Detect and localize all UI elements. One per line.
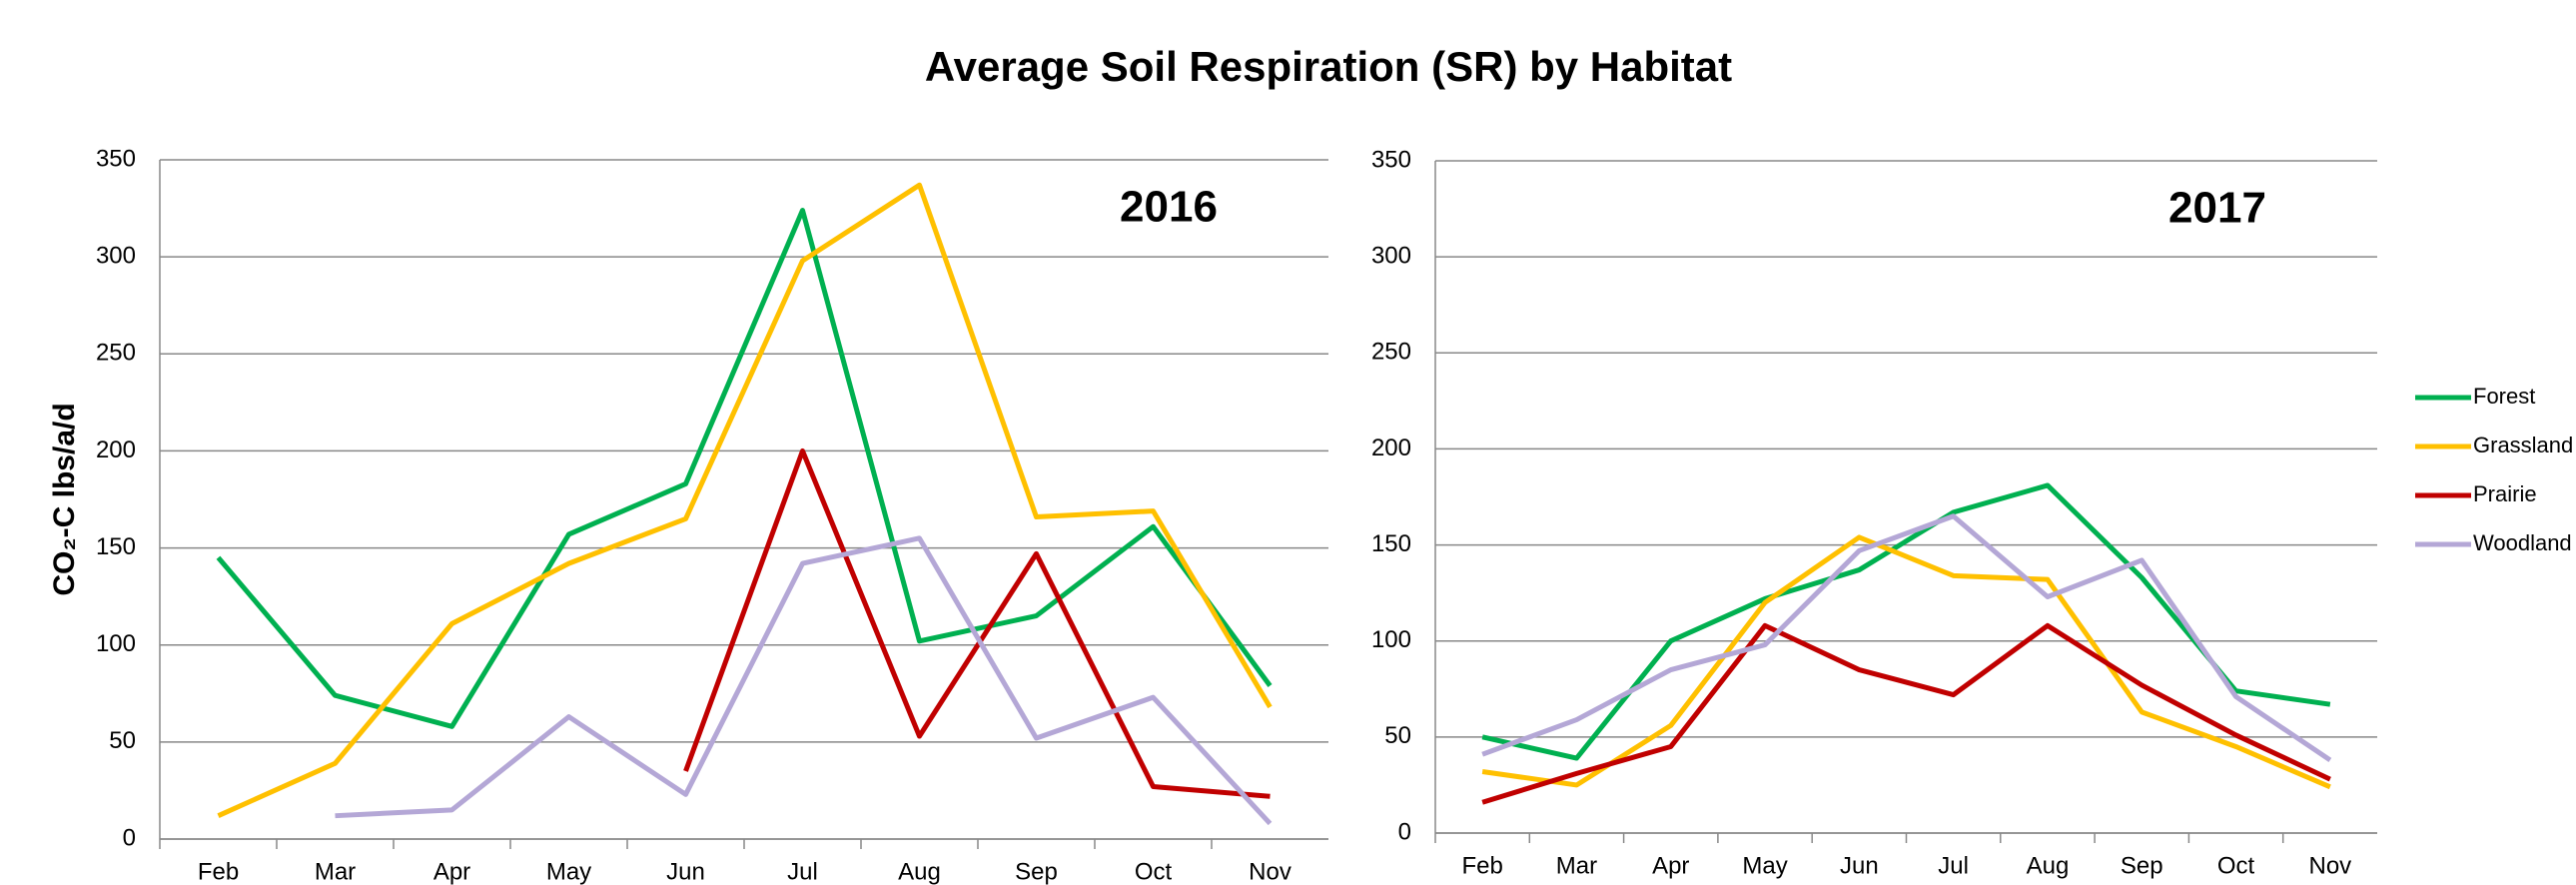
- y-tick-label: 200: [96, 437, 136, 463]
- x-tick-label: Mar: [315, 858, 356, 885]
- y-tick-label: 300: [1371, 242, 1411, 269]
- y-tick-label: 150: [1371, 530, 1411, 557]
- y-tick-label: 50: [1384, 722, 1411, 749]
- x-tick-label: Oct: [2217, 852, 2255, 879]
- x-tick-label: Jun: [666, 858, 705, 885]
- x-tick-label: Sep: [2121, 852, 2163, 879]
- y-tick-label: 0: [123, 824, 136, 851]
- line-series: [217, 182, 1273, 818]
- x-tick-label: Mar: [1556, 852, 1597, 879]
- x-tick-label: May: [546, 858, 591, 885]
- x-tick-label: Jul: [1938, 852, 1969, 879]
- y-tick-label: 100: [96, 630, 136, 657]
- line-series: [683, 447, 1271, 799]
- chart-title: Average Soil Respiration (SR) by Habitat: [925, 43, 1732, 90]
- x-tick-label: Feb: [198, 858, 239, 885]
- x-tick-label: Jun: [1840, 852, 1879, 879]
- y-tick-label: 100: [1371, 626, 1411, 653]
- y-tick-label: 350: [96, 145, 136, 172]
- y-tick-label: 150: [96, 533, 136, 560]
- x-tick-label: May: [1742, 852, 1787, 879]
- annotation: 2016: [1120, 183, 1218, 232]
- annotation: 2017: [2168, 184, 2266, 233]
- y-tick-label: 200: [1371, 435, 1411, 461]
- legend-label: Woodland: [2473, 530, 2572, 555]
- x-tick-label: Apr: [433, 858, 470, 885]
- x-tick-label: Apr: [1652, 852, 1689, 879]
- y-tick-label: 350: [1371, 146, 1411, 173]
- y-axis-label: CO₂-C lbs/a/d: [48, 403, 81, 595]
- y-tick-label: 250: [1371, 339, 1411, 366]
- x-tick-label: Nov: [1249, 858, 1291, 885]
- x-tick-label: Aug: [2027, 852, 2070, 879]
- y-tick-label: 50: [109, 727, 136, 754]
- line-series: [1481, 482, 2331, 761]
- y-tick-label: 250: [96, 340, 136, 367]
- legend-label: Grassland: [2473, 433, 2573, 457]
- x-tick-label: Oct: [1135, 858, 1173, 885]
- line-series: [335, 535, 1273, 826]
- x-tick-label: Aug: [898, 858, 941, 885]
- x-tick-label: Nov: [2309, 852, 2352, 879]
- legend-label: Prairie: [2473, 481, 2537, 506]
- x-tick-label: Feb: [1461, 852, 1502, 879]
- x-tick-label: Jul: [787, 858, 818, 885]
- x-tick-label: Sep: [1015, 858, 1058, 885]
- line-series: [216, 208, 1273, 729]
- line-series: [1481, 534, 2331, 790]
- y-tick-label: 300: [96, 242, 136, 269]
- line-series: [1481, 622, 2331, 805]
- y-tick-label: 0: [1398, 818, 1411, 845]
- line-series: [1481, 513, 2332, 763]
- legend-label: Forest: [2473, 384, 2535, 409]
